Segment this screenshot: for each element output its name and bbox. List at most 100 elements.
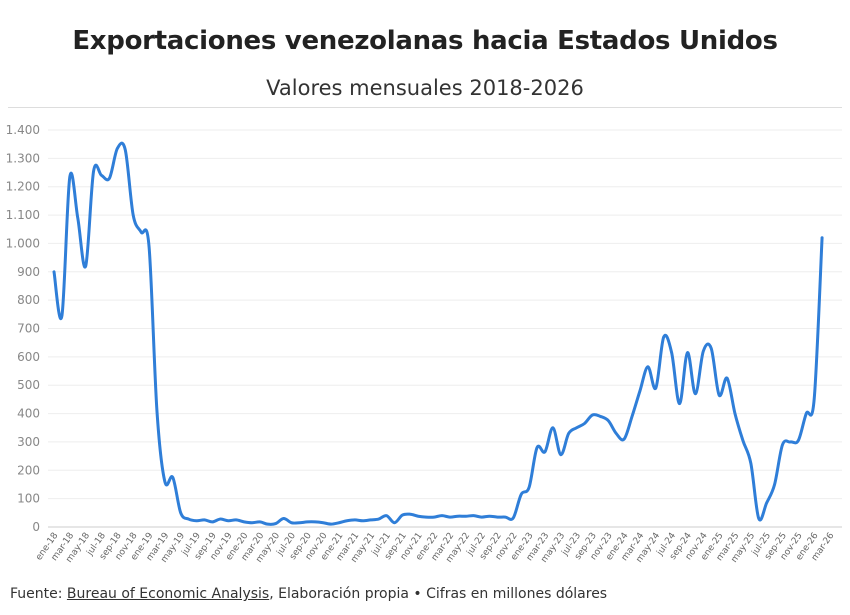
data-point [314,520,317,524]
data-point [702,349,705,353]
data-point [504,515,507,519]
data-point [670,351,673,354]
data-point [250,521,254,524]
data-point [607,419,610,422]
data-point [583,422,586,425]
data-point [116,147,119,150]
y-tick-label: 1.400 [6,123,40,137]
chart-subtitle: Valores mensuales 2018-2026 [266,76,584,100]
data-point [678,402,681,405]
data-point [274,522,277,525]
data-point [496,515,499,519]
data-point [512,516,515,520]
source-link[interactable]: Bureau of Economic Analysis [66,586,270,602]
data-point [567,432,570,435]
data-point [108,177,111,180]
data-point [725,376,729,380]
data-point [781,443,784,446]
y-tick-label: 700 [17,322,40,336]
data-point [654,386,657,390]
data-point [345,519,349,522]
data-point [84,264,87,268]
line-chart: 0 100 200 300 400 500 600 700 800 900 1.000 1.100 1.… [6,123,842,565]
data-point [812,398,816,401]
data-point [575,426,578,429]
y-tick-label: 400 [17,407,40,421]
y-tick-label: 800 [17,293,40,307]
data-point [638,389,642,393]
y-tick-label: 1.100 [6,208,40,222]
y-tick-label: 900 [17,265,40,279]
data-point [298,521,301,524]
data-point [432,515,436,519]
data-point [424,515,428,519]
data-point [322,521,325,524]
data-point [765,501,768,505]
y-tick-label: 500 [17,378,40,392]
data-point [282,517,285,520]
data-point [662,335,665,339]
data-point [448,515,452,519]
y-tick-label: 1.200 [6,180,40,194]
header-divider [8,107,842,108]
data-point [710,347,713,350]
data-point [155,409,159,412]
data-point [456,515,460,518]
data-point [369,518,372,522]
data-point [353,518,357,522]
data-point [686,351,689,354]
data-point [757,517,760,520]
data-point [717,393,721,397]
data-point [559,453,562,456]
data-point [733,412,737,415]
data-point [52,270,56,273]
data-points [52,147,824,526]
data-point [480,515,483,519]
data-point [361,519,365,522]
data-point [527,486,531,489]
data-point [219,517,222,521]
data-point [472,514,475,517]
data-point [60,314,64,317]
data-point [147,245,151,248]
grid-lines [48,129,842,528]
data-point [535,446,539,449]
y-tick-label: 1.000 [6,236,40,250]
data-point [615,432,618,435]
data-point [599,415,602,418]
data-point [749,462,753,465]
data-point [694,392,697,395]
data-point [290,521,293,524]
data-point [211,520,214,524]
y-tick-label: 600 [17,350,40,364]
data-point [393,521,396,524]
data-point [440,514,444,517]
series-line [52,141,824,526]
data-point [266,522,269,526]
data-point [519,493,523,496]
data-point [195,519,198,522]
data-point [124,148,127,152]
x-axis-ticks: ene-18mar-18may-18jul-18sep-18nov-18ene-… [34,531,836,565]
data-point [76,216,79,220]
y-tick-label: 200 [17,463,40,477]
data-point [551,426,555,429]
data-point [329,522,333,526]
data-point [68,175,72,178]
data-point [337,521,341,524]
data-point [385,514,388,517]
data-point [417,515,420,518]
data-point [646,365,650,368]
data-point [179,511,182,515]
data-point [258,520,262,524]
data-point [797,439,800,442]
data-point [409,513,412,516]
y-axis-ticks: 0 100 200 300 400 500 600 700 800 900 1.000 1.100 1.… [6,123,40,534]
data-point [401,513,404,517]
data-point [741,439,745,442]
data-point [227,519,230,522]
y-tick-label: 100 [17,492,40,506]
data-point [163,480,167,483]
data-point [789,440,792,444]
data-point [377,517,380,521]
